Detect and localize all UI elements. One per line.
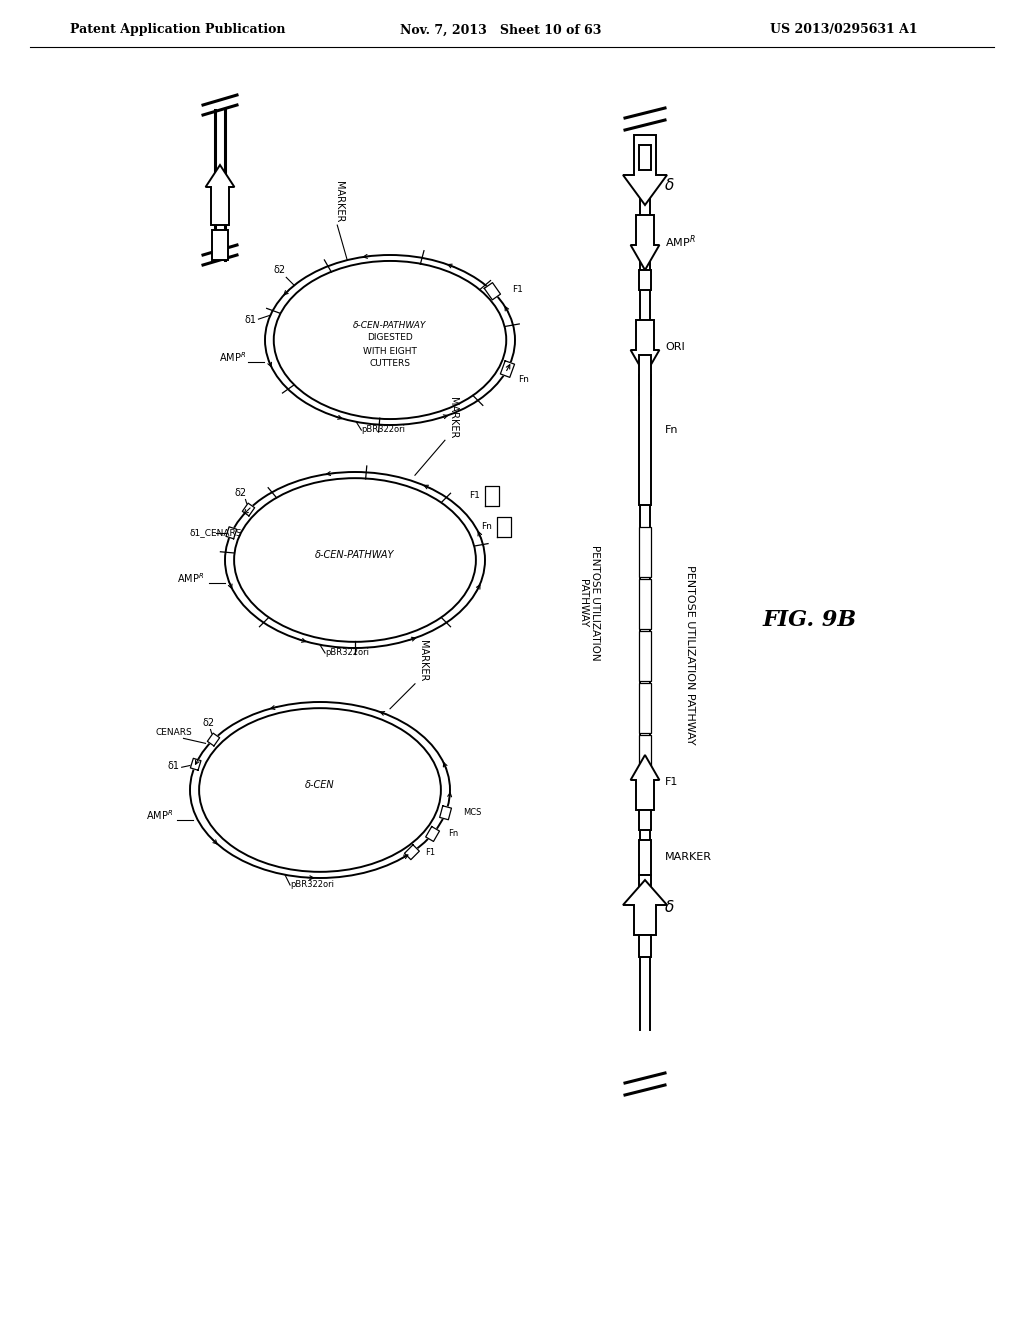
Polygon shape [485, 486, 500, 506]
Polygon shape [243, 503, 255, 516]
Text: AMP$^R$: AMP$^R$ [665, 234, 695, 251]
Polygon shape [631, 755, 659, 810]
Text: DIGESTED: DIGESTED [368, 334, 413, 342]
Text: F1: F1 [469, 491, 480, 500]
Polygon shape [623, 880, 667, 935]
Text: δ2: δ2 [234, 487, 247, 498]
Text: δ1_CENARS: δ1_CENARS [189, 528, 242, 537]
Polygon shape [484, 282, 501, 300]
Text: pBR322ori: pBR322ori [325, 648, 369, 657]
Text: Patent Application Publication: Patent Application Publication [70, 24, 286, 37]
Bar [639, 145, 651, 170]
Text: MCS: MCS [463, 808, 481, 817]
Text: Fn: Fn [665, 425, 679, 436]
Text: F1: F1 [665, 777, 678, 787]
Text: MARKER: MARKER [418, 640, 428, 682]
Text: US 2013/0295631 A1: US 2013/0295631 A1 [770, 24, 918, 37]
Bar [639, 735, 651, 785]
Polygon shape [501, 360, 514, 378]
Text: Fn: Fn [481, 523, 493, 532]
Text: δ1: δ1 [245, 315, 256, 325]
Text: CENARS: CENARS [156, 729, 193, 738]
Bar [639, 840, 651, 875]
Text: δ: δ [665, 899, 675, 915]
Polygon shape [631, 215, 659, 271]
Text: δ: δ [665, 177, 675, 193]
Bar [639, 579, 651, 630]
Polygon shape [623, 135, 667, 205]
Polygon shape [404, 845, 420, 859]
Text: Nov. 7, 2013   Sheet 10 of 63: Nov. 7, 2013 Sheet 10 of 63 [400, 24, 601, 37]
Text: FIG. 9B: FIG. 9B [763, 609, 857, 631]
Text: MARKER: MARKER [447, 397, 458, 438]
Bar [639, 355, 651, 506]
Polygon shape [190, 758, 201, 771]
Text: pBR322ori: pBR322ori [361, 425, 406, 434]
Text: Fn: Fn [449, 829, 459, 838]
Polygon shape [439, 805, 452, 820]
Text: PENTOSE UTILIZATION PATHWAY: PENTOSE UTILIZATION PATHWAY [685, 565, 695, 744]
Text: δ-CEN-PATHWAY: δ-CEN-PATHWAY [315, 550, 394, 560]
Text: ORI: ORI [665, 342, 685, 352]
Bar [639, 810, 651, 830]
Polygon shape [631, 319, 659, 375]
Text: δ1: δ1 [168, 762, 179, 771]
Text: MARKER: MARKER [334, 181, 344, 222]
Text: pBR322ori: pBR322ori [290, 880, 334, 888]
Text: WITH EIGHT: WITH EIGHT [364, 346, 417, 355]
Text: δ2: δ2 [273, 265, 286, 276]
Text: Fn: Fn [518, 375, 528, 384]
Bar [639, 875, 651, 895]
Bar [639, 375, 651, 395]
Text: AMP$^R$: AMP$^R$ [177, 572, 205, 585]
Text: δ-CEN-PATHWAY: δ-CEN-PATHWAY [353, 321, 427, 330]
Polygon shape [426, 826, 439, 841]
Text: F1: F1 [512, 285, 522, 294]
Text: AMP$^R$: AMP$^R$ [146, 808, 173, 822]
Text: CUTTERS: CUTTERS [370, 359, 411, 368]
Bar [639, 682, 651, 733]
Polygon shape [226, 527, 237, 539]
Bar [639, 271, 651, 290]
Polygon shape [206, 165, 234, 224]
Bar [212, 230, 228, 260]
Text: δ-CEN: δ-CEN [305, 780, 335, 789]
Bar [639, 935, 651, 957]
Polygon shape [208, 733, 220, 746]
Text: MARKER: MARKER [665, 853, 712, 862]
Polygon shape [498, 517, 511, 537]
Bar [639, 631, 651, 681]
Text: δ2: δ2 [203, 718, 215, 727]
Text: AMP$^R$: AMP$^R$ [219, 350, 247, 364]
Text: PENTOSE UTILIZATION
PATHWAY: PENTOSE UTILIZATION PATHWAY [579, 545, 600, 661]
Text: F1: F1 [425, 847, 435, 857]
Bar [639, 527, 651, 577]
